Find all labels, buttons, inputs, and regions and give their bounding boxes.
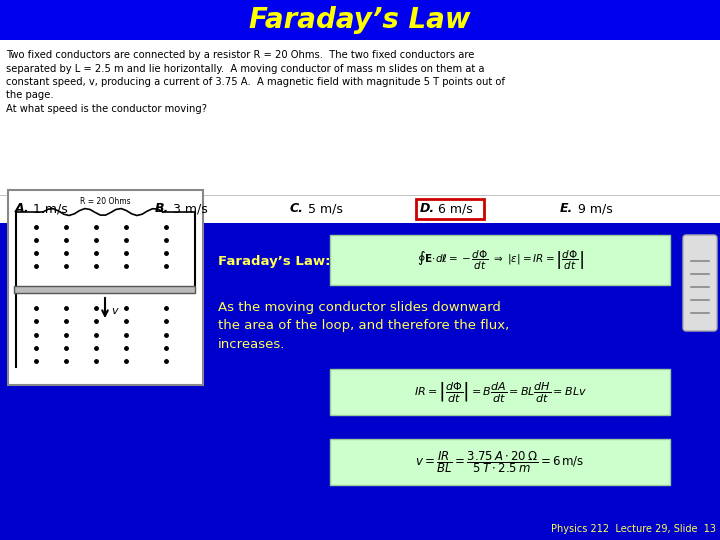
Text: the page.: the page. [6, 91, 53, 100]
Text: v: v [111, 306, 117, 316]
Text: $IR = \left|\dfrac{d\Phi}{dt}\right| = B\dfrac{dA}{dt} = BL\dfrac{dH}{dt} = BLv$: $IR = \left|\dfrac{d\Phi}{dt}\right| = B… [413, 380, 587, 404]
Bar [8, 190, 203, 385]
Text: 1 m/s: 1 m/s [33, 202, 68, 215]
Text: As the moving conductor slides downward
the area of the loop, and therefore the : As the moving conductor slides downward … [218, 301, 509, 351]
Text: 6 m/s: 6 m/s [438, 202, 473, 215]
Text: 3 m/s: 3 m/s [173, 202, 208, 215]
Text: Physics 212  Lecture 29, Slide  13: Physics 212 Lecture 29, Slide 13 [551, 524, 716, 534]
Text: separated by L = 2.5 m and lie horizontally.  A moving conductor of mass m slide: separated by L = 2.5 m and lie horizonta… [6, 64, 485, 73]
Bar [0, 195, 720, 223]
Bar [330, 369, 670, 415]
Bar [416, 199, 484, 219]
Bar [0, 40, 720, 195]
Text: constant speed, v, producing a current of 3.75 A.  A magnetic field with magnitu: constant speed, v, producing a current o… [6, 77, 505, 87]
Text: A.: A. [15, 202, 30, 215]
Text: B.: B. [155, 202, 169, 215]
Bar [330, 439, 670, 485]
Text: Faraday’s Law:: Faraday’s Law: [218, 254, 330, 267]
Bar [330, 235, 670, 285]
Text: At what speed is the conductor moving?: At what speed is the conductor moving? [6, 104, 207, 114]
Text: 5 m/s: 5 m/s [308, 202, 343, 215]
Text: E.: E. [560, 202, 573, 215]
Text: $\oint \mathbf{E}{\cdot}d\boldsymbol{\ell} = -\dfrac{d\Phi}{dt}\ \Rightarrow\ |\: $\oint \mathbf{E}{\cdot}d\boldsymbol{\el… [417, 248, 583, 272]
Text: C.: C. [290, 202, 304, 215]
Text: Two fixed conductors are connected by a resistor R = 20 Ohms.  The two fixed con: Two fixed conductors are connected by a … [6, 50, 474, 60]
Text: D.: D. [420, 202, 435, 215]
Text: $v = \dfrac{IR}{BL} = \dfrac{3.75\,A \cdot 20\,\Omega}{5\,T \cdot 2.5\,m} = 6\,\: $v = \dfrac{IR}{BL} = \dfrac{3.75\,A \cd… [415, 449, 585, 475]
Text: 9 m/s: 9 m/s [578, 202, 613, 215]
Bar [0, 0, 720, 40]
Bar [14, 286, 195, 293]
FancyBboxPatch shape [683, 235, 717, 331]
Text: Faraday’s Law: Faraday’s Law [249, 6, 471, 34]
Text: R = 20 Ohms: R = 20 Ohms [80, 198, 131, 206]
